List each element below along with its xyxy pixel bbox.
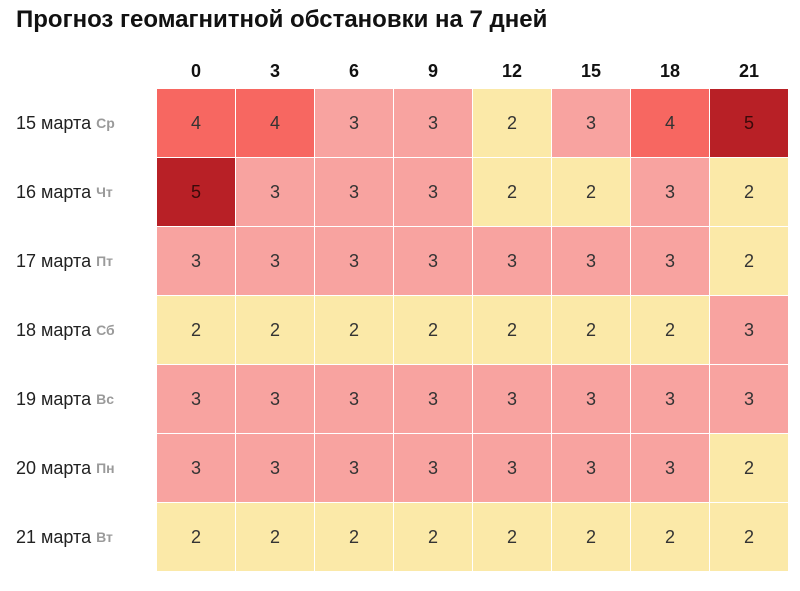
row-weekday: Ср <box>96 115 115 131</box>
heatmap-cell: 3 <box>315 158 393 226</box>
heatmap-cell: 2 <box>157 296 235 364</box>
heatmap-cell: 2 <box>315 503 393 571</box>
row-date: 16 марта <box>16 181 92 202</box>
heatmap-cell: 3 <box>315 89 393 157</box>
heatmap-cell: 3 <box>473 365 551 433</box>
row-date: 17 марта <box>16 250 92 271</box>
row-date: 20 марта <box>16 457 92 478</box>
column-header-9: 9 <box>427 61 438 81</box>
row-date: 19 марта <box>16 388 92 409</box>
heatmap-cell: 3 <box>631 227 709 295</box>
row-label: 20 марта Пн <box>16 434 156 502</box>
heatmap-cell: 2 <box>157 503 235 571</box>
row-label: 15 марта Ср <box>16 89 156 157</box>
heatmap-cell: 3 <box>236 158 314 226</box>
column-header-6: 6 <box>348 61 359 81</box>
heatmap-cell: 3 <box>552 434 630 502</box>
heatmap-cell: 3 <box>394 227 472 295</box>
column-header-12: 12 <box>501 61 523 81</box>
heatmap-cell: 2 <box>473 89 551 157</box>
heatmap-cell: 3 <box>710 365 788 433</box>
heatmap-cell: 3 <box>394 365 472 433</box>
heatmap-cell: 3 <box>552 89 630 157</box>
row-label: 16 марта Чт <box>16 158 156 226</box>
heatmap-cell: 3 <box>710 296 788 364</box>
heatmap-cell: 3 <box>315 434 393 502</box>
heatmap-cell: 3 <box>157 365 235 433</box>
heatmap-cell: 3 <box>157 227 235 295</box>
heatmap-cell: 2 <box>552 503 630 571</box>
column-header-18: 18 <box>659 61 681 81</box>
row-label: 17 марта Пт <box>16 227 156 295</box>
row-weekday: Пн <box>96 460 115 476</box>
row-weekday: Вт <box>96 529 113 545</box>
heatmap-cell: 5 <box>710 89 788 157</box>
heatmap-cell: 2 <box>710 158 788 226</box>
heatmap-cell: 4 <box>631 89 709 157</box>
row-date: 15 марта <box>16 112 92 133</box>
heatmap-cell: 3 <box>552 227 630 295</box>
heatmap-cell: 3 <box>315 227 393 295</box>
heatmap-cell: 3 <box>631 434 709 502</box>
heatmap-cell: 2 <box>710 434 788 502</box>
heatmap-cell: 2 <box>394 296 472 364</box>
column-header-3: 3 <box>269 61 280 81</box>
heatmap-cell: 3 <box>631 158 709 226</box>
heatmap-cell: 3 <box>473 434 551 502</box>
heatmap-cell: 3 <box>236 434 314 502</box>
column-header-15: 15 <box>580 61 602 81</box>
heatmap-cell: 5 <box>157 158 235 226</box>
heatmap-cell: 2 <box>552 296 630 364</box>
heatmap-cell: 2 <box>315 296 393 364</box>
heatmap-cell: 3 <box>315 365 393 433</box>
row-label: 19 марта Вс <box>16 365 156 433</box>
heatmap-cell: 3 <box>552 365 630 433</box>
heatmap-cell: 2 <box>394 503 472 571</box>
row-label: 18 марта Сб <box>16 296 156 364</box>
heatmap-cell: 2 <box>710 227 788 295</box>
heatmap-cell: 3 <box>236 365 314 433</box>
heatmap-cell: 2 <box>473 503 551 571</box>
row-label: 21 марта Вт <box>16 503 156 571</box>
row-weekday: Пт <box>96 253 113 269</box>
heatmap-cell: 3 <box>473 227 551 295</box>
heatmap-cell: 3 <box>394 434 472 502</box>
column-header-21: 21 <box>738 61 760 81</box>
heatmap-cell: 2 <box>236 296 314 364</box>
heatmap-cell: 3 <box>236 227 314 295</box>
heatmap-cell: 2 <box>631 503 709 571</box>
column-header-0: 0 <box>190 61 201 81</box>
heatmap-cell: 3 <box>631 365 709 433</box>
heatmap-cell: 2 <box>552 158 630 226</box>
heatmap-cell: 3 <box>157 434 235 502</box>
heatmap-cell: 2 <box>473 158 551 226</box>
chart-title: Прогноз геомагнитной обстановки на 7 дне… <box>16 6 548 33</box>
heatmap-cell: 3 <box>394 89 472 157</box>
row-weekday: Сб <box>96 322 115 338</box>
row-date: 21 марта <box>16 526 92 547</box>
heatmap-cell: 4 <box>236 89 314 157</box>
heatmap-cell: 2 <box>236 503 314 571</box>
heatmap-cell: 2 <box>631 296 709 364</box>
heatmap-cell: 4 <box>157 89 235 157</box>
heatmap-cell: 3 <box>394 158 472 226</box>
heatmap-cell: 2 <box>473 296 551 364</box>
row-weekday: Чт <box>96 184 113 200</box>
heatmap-cell: 2 <box>710 503 788 571</box>
row-date: 18 марта <box>16 319 92 340</box>
row-weekday: Вс <box>96 391 114 407</box>
